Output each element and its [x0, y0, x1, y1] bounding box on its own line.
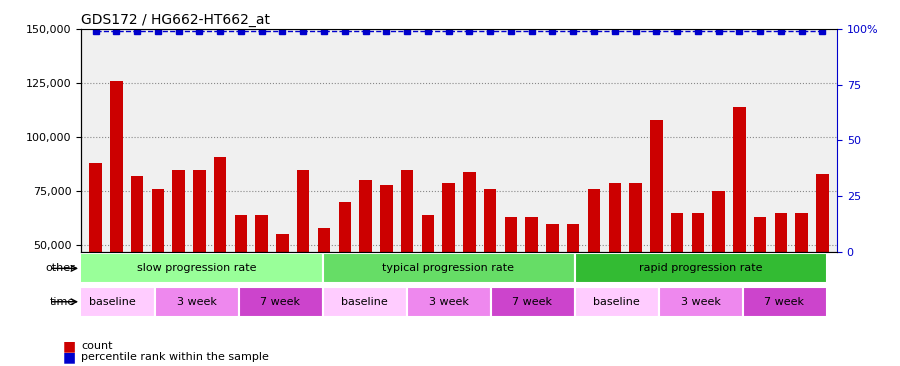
- Text: ■: ■: [63, 339, 76, 353]
- Text: 7 week: 7 week: [260, 297, 301, 307]
- Bar: [235, 215, 248, 353]
- Text: rapid progression rate: rapid progression rate: [639, 264, 762, 273]
- Bar: [670, 213, 683, 353]
- FancyBboxPatch shape: [491, 287, 574, 317]
- Text: slow progression rate: slow progression rate: [137, 264, 256, 273]
- FancyBboxPatch shape: [70, 287, 155, 317]
- Bar: [546, 224, 559, 353]
- Bar: [484, 189, 497, 353]
- Text: ■: ■: [63, 350, 76, 364]
- Text: 7 week: 7 week: [764, 297, 805, 307]
- Bar: [256, 215, 268, 353]
- Bar: [214, 157, 227, 353]
- Text: 3 week: 3 week: [428, 297, 468, 307]
- Bar: [588, 189, 600, 353]
- Text: baseline: baseline: [341, 297, 388, 307]
- Text: time: time: [50, 297, 75, 307]
- Bar: [816, 174, 829, 353]
- Bar: [400, 169, 413, 353]
- Text: percentile rank within the sample: percentile rank within the sample: [81, 352, 269, 362]
- Bar: [443, 183, 454, 353]
- Bar: [130, 176, 143, 353]
- Text: 7 week: 7 week: [512, 297, 553, 307]
- Bar: [567, 224, 580, 353]
- Bar: [691, 213, 704, 353]
- Bar: [194, 169, 205, 353]
- FancyBboxPatch shape: [238, 287, 322, 317]
- Bar: [359, 180, 372, 353]
- Text: typical progression rate: typical progression rate: [382, 264, 515, 273]
- Bar: [775, 213, 788, 353]
- Bar: [110, 81, 122, 353]
- FancyBboxPatch shape: [407, 287, 491, 317]
- Bar: [297, 169, 310, 353]
- FancyBboxPatch shape: [574, 253, 826, 283]
- Bar: [629, 183, 642, 353]
- Text: GDS172 / HG662-HT662_at: GDS172 / HG662-HT662_at: [81, 13, 270, 27]
- Bar: [338, 202, 351, 353]
- Bar: [89, 163, 102, 353]
- Bar: [505, 217, 518, 353]
- FancyBboxPatch shape: [70, 253, 322, 283]
- FancyBboxPatch shape: [322, 287, 407, 317]
- Bar: [464, 172, 475, 353]
- Bar: [608, 183, 621, 353]
- FancyBboxPatch shape: [155, 287, 238, 317]
- FancyBboxPatch shape: [574, 287, 659, 317]
- FancyBboxPatch shape: [659, 287, 742, 317]
- Bar: [276, 234, 289, 353]
- Bar: [526, 217, 538, 353]
- Text: other: other: [45, 264, 75, 273]
- Bar: [173, 169, 184, 353]
- FancyBboxPatch shape: [322, 253, 574, 283]
- Bar: [421, 215, 434, 353]
- Text: 3 week: 3 week: [176, 297, 216, 307]
- Bar: [650, 120, 662, 353]
- Text: count: count: [81, 341, 112, 351]
- Bar: [796, 213, 808, 353]
- Bar: [734, 107, 745, 353]
- Text: baseline: baseline: [593, 297, 640, 307]
- Bar: [151, 189, 164, 353]
- Bar: [318, 228, 330, 353]
- Bar: [713, 191, 725, 353]
- Bar: [380, 185, 392, 353]
- Bar: [754, 217, 767, 353]
- Text: 3 week: 3 week: [680, 297, 720, 307]
- FancyBboxPatch shape: [742, 287, 826, 317]
- Text: baseline: baseline: [89, 297, 136, 307]
